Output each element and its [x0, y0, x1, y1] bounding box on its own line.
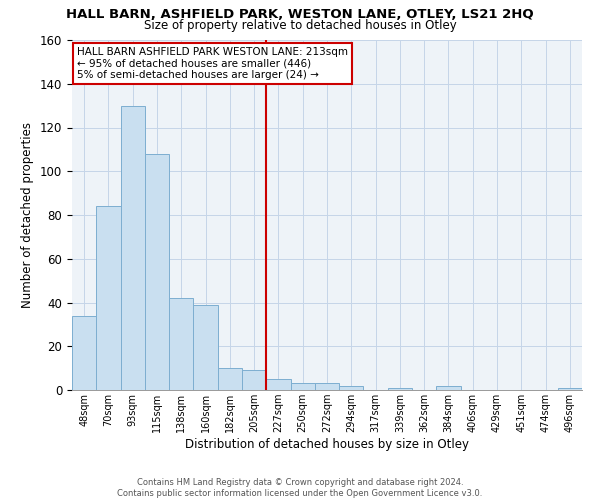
Bar [388, 388, 412, 390]
Bar [315, 384, 339, 390]
Text: HALL BARN, ASHFIELD PARK, WESTON LANE, OTLEY, LS21 2HQ: HALL BARN, ASHFIELD PARK, WESTON LANE, O… [66, 8, 534, 20]
Y-axis label: Number of detached properties: Number of detached properties [22, 122, 34, 308]
Bar [290, 384, 315, 390]
Text: Contains HM Land Registry data © Crown copyright and database right 2024.
Contai: Contains HM Land Registry data © Crown c… [118, 478, 482, 498]
Bar [558, 388, 582, 390]
Text: HALL BARN ASHFIELD PARK WESTON LANE: 213sqm
← 95% of detached houses are smaller: HALL BARN ASHFIELD PARK WESTON LANE: 213… [77, 47, 348, 80]
Bar [145, 154, 169, 390]
Bar [266, 379, 290, 390]
Bar [242, 370, 266, 390]
Bar [218, 368, 242, 390]
Text: Size of property relative to detached houses in Otley: Size of property relative to detached ho… [143, 19, 457, 32]
Bar [436, 386, 461, 390]
Bar [339, 386, 364, 390]
Bar [72, 316, 96, 390]
Bar [96, 206, 121, 390]
Bar [169, 298, 193, 390]
Bar [193, 304, 218, 390]
Bar [121, 106, 145, 390]
X-axis label: Distribution of detached houses by size in Otley: Distribution of detached houses by size … [185, 438, 469, 451]
